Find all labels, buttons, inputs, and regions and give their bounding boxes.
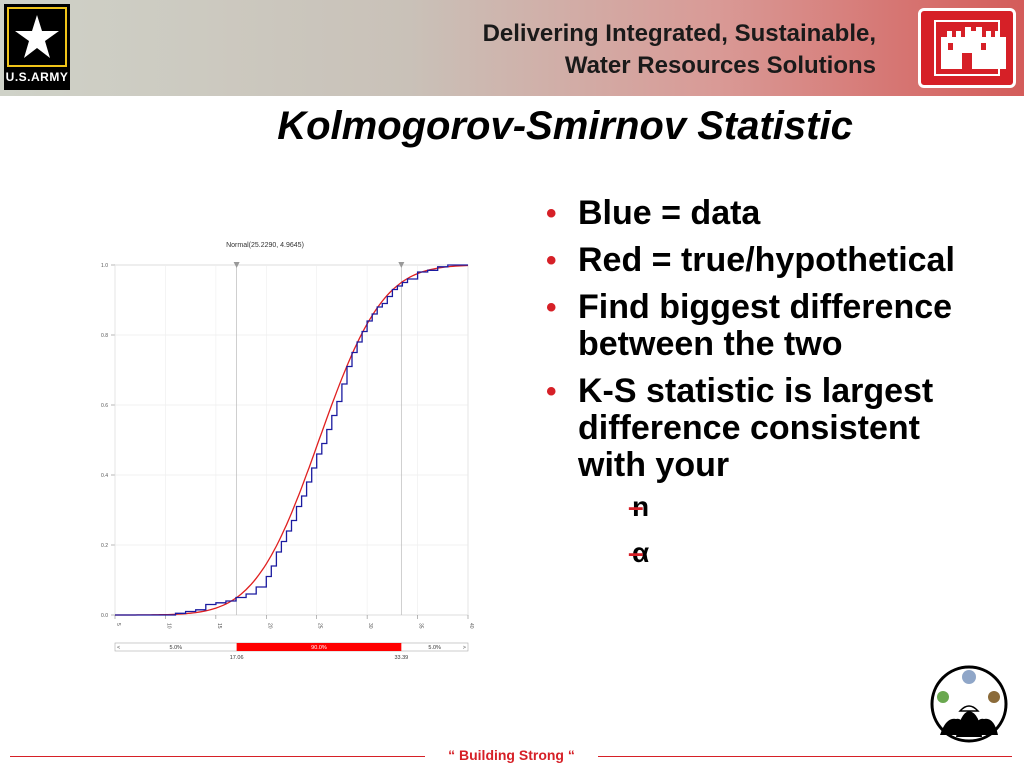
sub-bullet-dash-icon: – (628, 491, 644, 522)
x-tick-label: 20 (266, 623, 272, 629)
castle-logo (918, 8, 1016, 88)
castle-icon (934, 20, 1006, 76)
y-tick-label: 1.0 (101, 263, 108, 269)
star-icon (15, 15, 59, 58)
plot-area (114, 264, 469, 616)
ks-chart: 0.0 0.2 0.4 0.6 0.8 1.0 5 10 15 20 25 30 35 40 Norma… (101, 242, 474, 661)
footer-text: “ Building Strong “ (448, 747, 575, 763)
footer-line-right (598, 756, 1012, 757)
sub-bullet-list: – n – α (578, 488, 960, 572)
bullet-text: Red = true/hypothetical (578, 241, 955, 279)
army-logo-text: U.S.ARMY (5, 70, 69, 84)
chart-range-bar: <5.0% 90.0% 5.0% >17.06 33.39 (114, 642, 469, 661)
chart-series (115, 264, 469, 616)
bullet-item: • Red = true/hypothetical (540, 242, 960, 279)
y-tick-label: 0.6 (101, 403, 108, 409)
team-logo (930, 665, 1008, 743)
y-tick-label: 0.0 (101, 613, 108, 619)
sub-bullet-text: n (632, 491, 650, 522)
x-tick-label: 5 (115, 623, 121, 626)
footer-line-left (10, 756, 425, 757)
bullet-item: • Find biggest difference between the two (540, 289, 960, 363)
header-banner: U.S.ARMY Delivering Integrated, Sustaina… (0, 0, 1024, 96)
tagline-line-1: Delivering Integrated, Sustainable, (482, 20, 876, 47)
sub-bullet-item: – n (578, 488, 960, 526)
bullet-dot-icon: • (546, 197, 557, 230)
army-logo-frame (7, 7, 67, 67)
x-tick-label: 35 (418, 623, 424, 629)
y-tick-label: 0.8 (101, 333, 108, 339)
series-line-data (115, 264, 468, 616)
army-logo: U.S.ARMY (4, 4, 70, 90)
y-tick-label: 0.2 (101, 543, 108, 549)
tagline-line-2: Water Resources Solutions (564, 52, 876, 79)
marker-triangle-icon (398, 262, 405, 268)
bullet-text: Blue = data (578, 194, 761, 232)
x-tick-label: 15 (216, 623, 222, 629)
bullet-item: • Blue = data (540, 195, 960, 232)
range-bar-high-value: 33.39 (394, 655, 408, 661)
range-bar-left-label: 5.0% (170, 645, 183, 651)
chart-y-ticks: 0.0 0.2 0.4 0.6 0.8 1.0 (101, 263, 108, 619)
range-bar-low-value: 17.06 (230, 655, 244, 661)
tagline: Delivering Integrated, Sustainable, Wate… (483, 18, 876, 82)
bullet-dot-icon: • (546, 375, 557, 408)
sub-bullet-item: – α (578, 534, 960, 572)
bullet-dot-icon: • (546, 291, 557, 324)
y-tick-label: 0.4 (101, 473, 108, 479)
x-tick-label: 40 (468, 623, 474, 629)
bullet-text: K-S statistic is largest difference cons… (578, 372, 934, 484)
bullet-list: • Blue = data • Red = true/hypothetical • Fin… (540, 195, 960, 582)
chart-grid (111, 262, 469, 619)
marker-triangle-icon (233, 262, 240, 268)
slide-title: Kolmogorov-Smirnov Statistic (277, 104, 853, 148)
x-tick-label: 30 (367, 623, 373, 629)
range-bar-left-arrow-icon: < (117, 645, 120, 651)
chart-title: Normal(25.2290, 4.9645) (226, 242, 304, 249)
range-bar-middle (236, 643, 402, 651)
chart-x-ticks: 5 10 15 20 25 30 35 40 (115, 623, 474, 629)
range-bar-middle-label: 90.0% (311, 645, 327, 651)
range-bar-right-label: 5.0% (428, 645, 441, 651)
range-bar-right-arrow-icon: > (463, 645, 466, 651)
sub-bullet-text: α (632, 537, 650, 568)
x-tick-label: 25 (317, 623, 323, 629)
x-tick-label: 10 (165, 623, 171, 629)
bullet-text: Find biggest difference between the two (578, 288, 953, 363)
sub-bullet-dash-icon: – (628, 537, 644, 568)
bullet-dot-icon: • (546, 244, 557, 277)
bullet-item: • K-S statistic is largest difference con… (540, 373, 960, 572)
